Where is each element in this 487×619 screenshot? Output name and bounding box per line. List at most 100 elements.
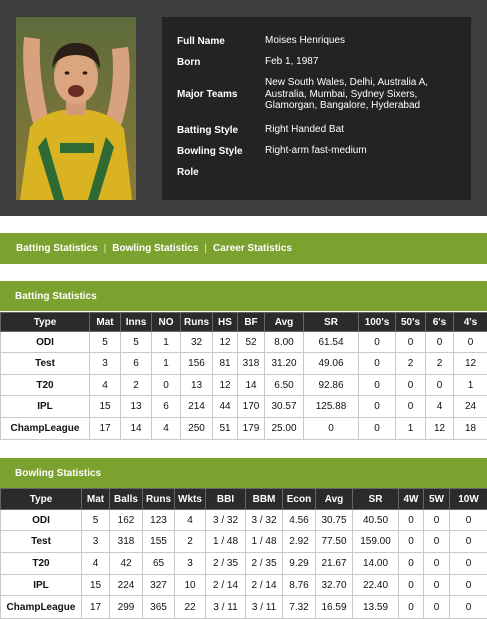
bowling-cell-balls: 42 xyxy=(109,552,143,575)
batting-cell-inns: 5 xyxy=(120,331,152,353)
batting-cell-type: ChampLeague xyxy=(0,417,90,440)
batting-cell-mat: 15 xyxy=(89,395,121,418)
batting-cell-no: 1 xyxy=(151,352,181,375)
bowling-cell-type: T20 xyxy=(0,552,82,575)
bowling-cell-wkts: 10 xyxy=(174,574,206,596)
bowling-cell-econ: 4.56 xyxy=(282,509,316,531)
table-row: Test 3 318 155 2 1 / 48 1 / 48 2.92 77.50 159.00 0… xyxy=(0,530,487,553)
batting-cell-runs: 214 xyxy=(180,395,213,418)
batting-cell-50-s: 2 xyxy=(395,352,426,375)
batting-cell-no: 0 xyxy=(151,374,181,396)
table-row: ChampLeague 17 299 365 22 3 / 11 3 / 11 7.32 16.… xyxy=(0,595,487,619)
batting-cell-hs: 51 xyxy=(212,417,238,440)
bowling-cell-runs: 365 xyxy=(142,595,175,619)
batting-cell-avg: 8.00 xyxy=(264,331,304,353)
bowling-cell-5w: 0 xyxy=(423,530,450,553)
bowling-cell-balls: 224 xyxy=(109,574,143,596)
nav-separator: | xyxy=(103,243,107,254)
bowling-cell-balls: 299 xyxy=(109,595,143,619)
batting-cell-4-s: 1 xyxy=(453,374,487,396)
batting-cell-6-s: 12 xyxy=(425,417,454,440)
batting-cell-sr: 49.06 xyxy=(303,352,359,375)
full-name-value: Moises Henriques xyxy=(265,35,346,47)
bowling-cell-sr: 22.40 xyxy=(352,574,399,596)
bowling-cell-bbm: 2 / 14 xyxy=(245,574,283,596)
bowling-cell-bbm: 1 / 48 xyxy=(245,530,283,553)
bowling-cell-bbi: 2 / 14 xyxy=(205,574,246,596)
bowling-cell-mat: 15 xyxy=(81,574,110,596)
player-info-box: Full Name Moises Henriques Born Feb 1, 1… xyxy=(162,17,471,200)
batting-cell-6-s: 4 xyxy=(425,395,454,418)
batting-cell-bf: 52 xyxy=(237,331,265,353)
batting-header-inns: Inns xyxy=(120,312,152,332)
bowling-header-wkts: Wkts xyxy=(174,488,206,510)
nav-link-bowling-statistics[interactable]: Bowling Statistics xyxy=(112,243,199,254)
player-photo-image xyxy=(16,17,136,200)
bowling-cell-sr: 14.00 xyxy=(352,552,399,575)
batting-cell-mat: 17 xyxy=(89,417,121,440)
batting-cell-mat: 5 xyxy=(89,331,121,353)
bowling-cell-type: ODI xyxy=(0,509,82,531)
bowling-cell-5w: 0 xyxy=(423,509,450,531)
batting-style-value: Right Handed Bat xyxy=(265,124,344,136)
info-row-bowling-style: Bowling Style Right-arm fast-medium xyxy=(162,143,471,159)
batting-cell-hs: 12 xyxy=(212,331,238,353)
batting-cell-6-s: 2 xyxy=(425,352,454,375)
batting-cell-6-s: 0 xyxy=(425,374,454,396)
batting-cell-hs: 12 xyxy=(212,374,238,396)
batting-cell-4-s: 0 xyxy=(453,331,487,353)
bowling-cell-10w: 0 xyxy=(449,552,487,575)
bowling-cell-sr: 40.50 xyxy=(352,509,399,531)
bowling-cell-bbi: 2 / 35 xyxy=(205,552,246,575)
batting-cell-sr: 92.86 xyxy=(303,374,359,396)
bowling-section-header: Bowling Statistics xyxy=(0,458,487,488)
bowling-cell-econ: 8.76 xyxy=(282,574,316,596)
bowling-cell-runs: 65 xyxy=(142,552,175,575)
batting-header-hs: HS xyxy=(212,312,238,332)
batting-cell-hs: 81 xyxy=(212,352,238,375)
bowling-cell-bbi: 1 / 48 xyxy=(205,530,246,553)
batting-cell-hs: 44 xyxy=(212,395,238,418)
player-photo xyxy=(16,17,136,200)
bowling-cell-4w: 0 xyxy=(398,552,424,575)
info-row-born: Born Feb 1, 1987 xyxy=(162,54,471,70)
bowling-cell-type: ChampLeague xyxy=(0,595,82,619)
bowling-cell-type: IPL xyxy=(0,574,82,596)
batting-header-6-s: 6's xyxy=(425,312,454,332)
bowling-cell-bbi: 3 / 32 xyxy=(205,509,246,531)
bowling-cell-4w: 0 xyxy=(398,509,424,531)
info-row-major-teams: Major Teams New South Wales, Delhi, Aust… xyxy=(162,76,471,113)
bowling-header-4w: 4W xyxy=(398,488,424,510)
bowling-cell-econ: 7.32 xyxy=(282,595,316,619)
batting-cell-6-s: 0 xyxy=(425,331,454,353)
bowling-cell-mat: 5 xyxy=(81,509,110,531)
bowling-cell-wkts: 4 xyxy=(174,509,206,531)
batting-cell-bf: 170 xyxy=(237,395,265,418)
bowling-cell-4w: 0 xyxy=(398,595,424,619)
batting-cell-bf: 318 xyxy=(237,352,265,375)
batting-header-mat: Mat xyxy=(89,312,121,332)
batting-header-no: NO xyxy=(151,312,181,332)
bowling-cell-10w: 0 xyxy=(449,574,487,596)
bowling-header-econ: Econ xyxy=(282,488,316,510)
batting-cell-no: 6 xyxy=(151,395,181,418)
batting-cell-sr: 125.88 xyxy=(303,395,359,418)
bowling-style-value: Right-arm fast-medium xyxy=(265,145,367,157)
bowling-style-label: Bowling Style xyxy=(177,145,243,157)
table-row: Test 3 6 1 156 81 318 31.20 49.06 0 2 2 12 xyxy=(0,352,487,375)
batting-section-header: Batting Statistics xyxy=(0,281,487,311)
bowling-cell-mat: 17 xyxy=(81,595,110,619)
nav-link-career-statistics[interactable]: Career Statistics xyxy=(213,243,292,254)
batting-cell-runs: 32 xyxy=(180,331,213,353)
bowling-cell-wkts: 3 xyxy=(174,552,206,575)
batting-cell-4-s: 24 xyxy=(453,395,487,418)
nav-link-batting-statistics[interactable]: Batting Statistics xyxy=(16,243,98,254)
born-value: Feb 1, 1987 xyxy=(265,56,319,68)
batting-cell-50-s: 0 xyxy=(395,374,426,396)
bowling-cell-10w: 0 xyxy=(449,595,487,619)
bowling-cell-avg: 21.67 xyxy=(315,552,353,575)
bowling-cell-runs: 155 xyxy=(142,530,175,553)
table-row: ODI 5 5 1 32 12 52 8.00 61.54 0 0 0 0 xyxy=(0,331,487,353)
bowling-cell-5w: 0 xyxy=(423,595,450,619)
bowling-cell-bbm: 2 / 35 xyxy=(245,552,283,575)
